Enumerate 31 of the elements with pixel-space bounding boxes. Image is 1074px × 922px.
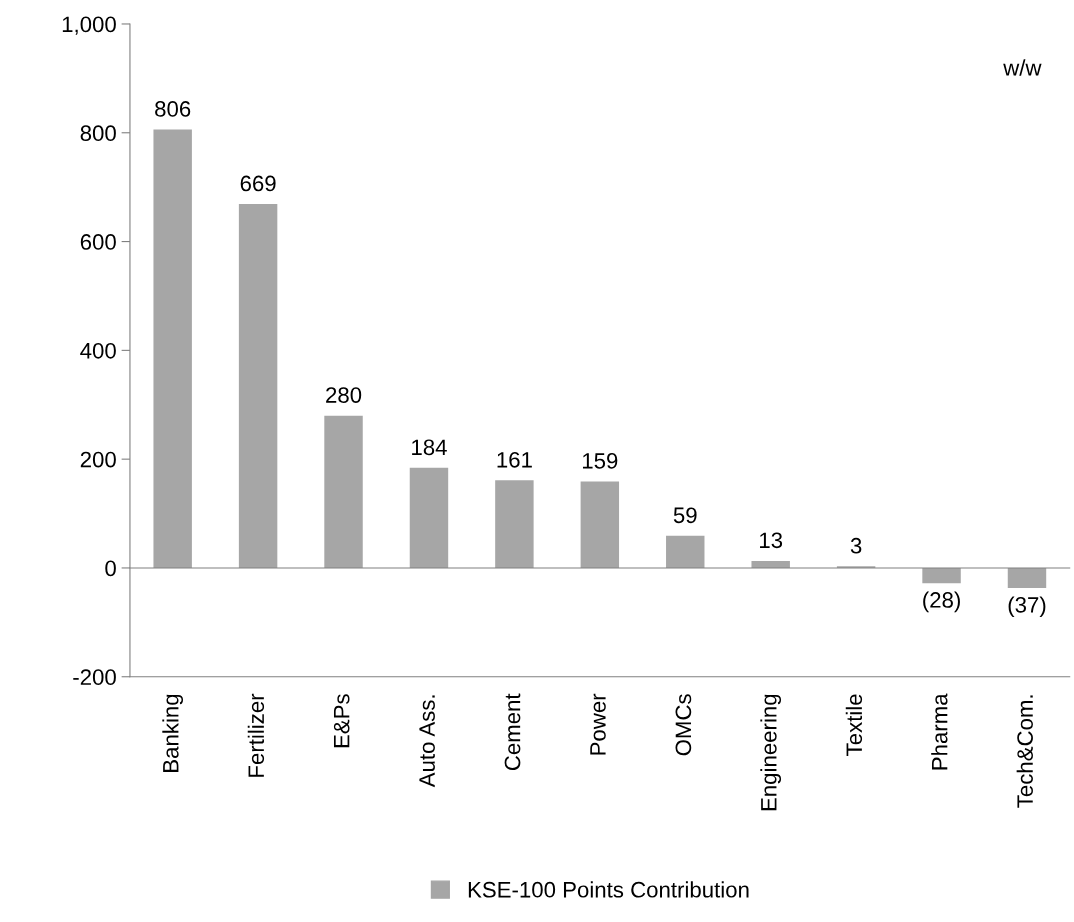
data-label: 159: [582, 453, 618, 469]
x-tick-label: Power: [590, 693, 606, 755]
data-label: (37): [1008, 596, 1046, 618]
x-tick-label: OMCs: [675, 694, 692, 756]
y-tick-label: 600: [80, 234, 116, 250]
x-tick-label: Banking: [162, 694, 184, 772]
x-tick-label: Cement: [504, 693, 521, 771]
x-tick-label: Pharma: [931, 693, 948, 770]
data-label: 3: [850, 537, 862, 554]
data-label: 669: [240, 175, 276, 192]
annotation: w/w: [1003, 59, 1042, 76]
data-label: 161: [497, 451, 532, 468]
y-tick-label: 400: [80, 342, 116, 359]
x-tick-label: Tech&Com.: [1016, 695, 1033, 808]
y-tick-label: -200: [73, 669, 116, 686]
x-tick-label: Auto Ass.: [419, 695, 435, 788]
data-label: (28): [923, 591, 960, 613]
x-tick-label: E&Ps: [333, 694, 350, 748]
data-label: 806: [155, 101, 191, 117]
x-tick-label: Engineering: [760, 694, 782, 811]
legend-label: KSE-100 Points Contribution: [468, 881, 749, 898]
x-tick-label: Textile: [845, 694, 863, 756]
data-label: 59: [673, 507, 697, 524]
y-tick-label: 1,000: [62, 16, 116, 35]
data-label: 280: [326, 387, 362, 403]
data-label: 13: [760, 532, 783, 549]
y-tick-label: 200: [80, 451, 116, 468]
y-tick-label: 0: [105, 560, 116, 577]
y-tick-label: 800: [80, 125, 116, 142]
data-label: 184: [412, 439, 447, 456]
x-tick-label: Fertilizer: [247, 693, 265, 777]
